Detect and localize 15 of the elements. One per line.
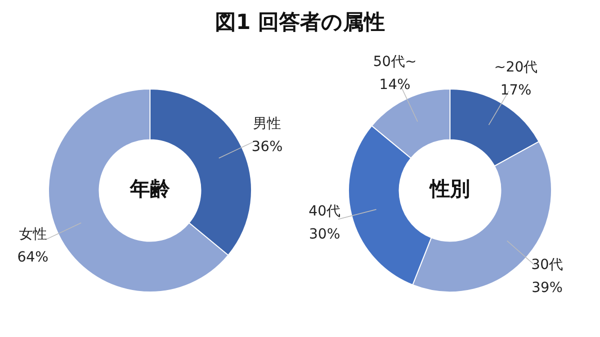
data-label: 30%: [309, 226, 340, 242]
slice-label: 50代~: [373, 54, 417, 70]
text: 性別: [428, 176, 470, 201]
slice-label: 40代: [308, 203, 340, 220]
text: 年齢: [129, 176, 171, 201]
slice-label: 30代: [531, 256, 564, 273]
slice-label: 女性: [18, 226, 47, 242]
data-label: 14%: [379, 76, 410, 93]
caption: 図1 回答者の属性: [214, 9, 386, 36]
slice-label: ~20代: [494, 60, 538, 76]
data-label: 39%: [532, 280, 563, 296]
data-label: 64%: [17, 249, 48, 266]
slice-label: 男性: [253, 116, 282, 132]
data-label: 17%: [500, 82, 532, 99]
data-label: 36%: [252, 139, 283, 155]
